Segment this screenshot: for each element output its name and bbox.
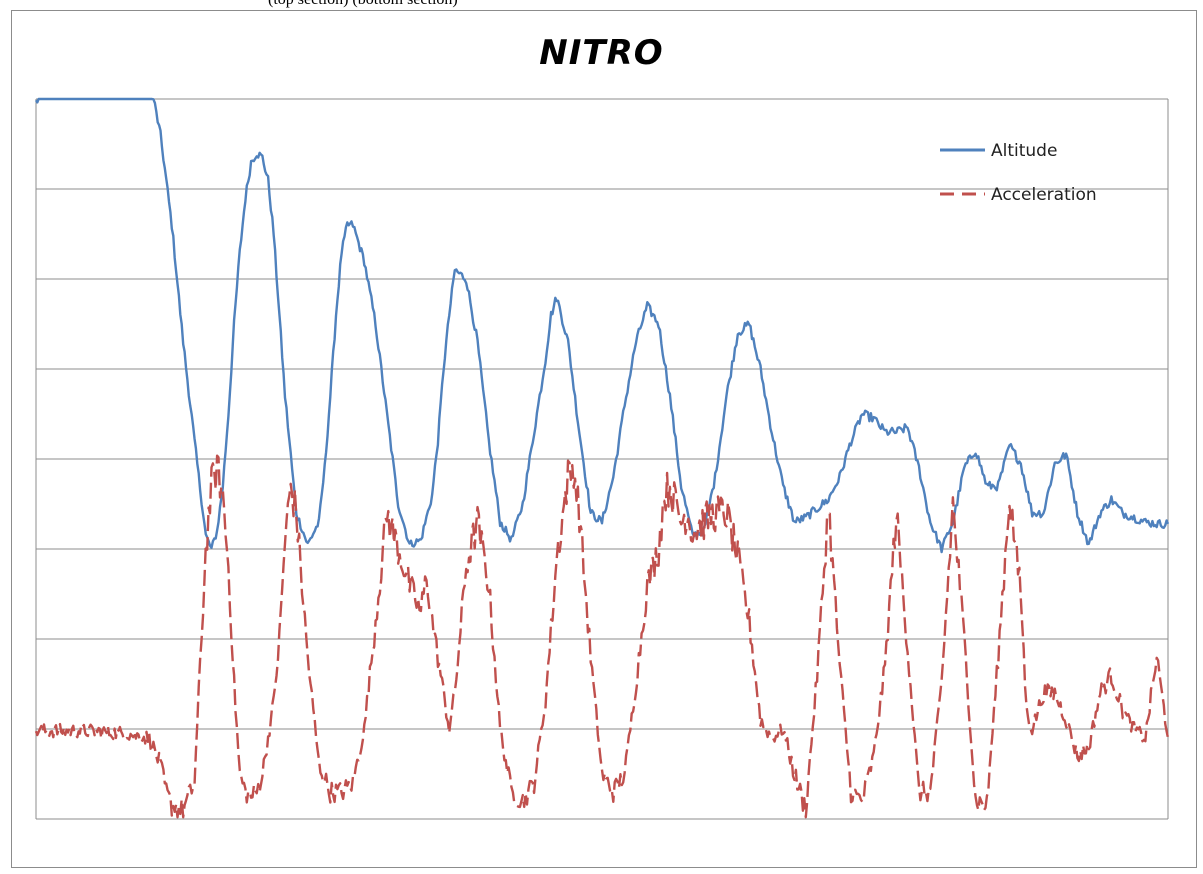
series-line-acceleration: [34, 454, 1170, 819]
legend-entry-altitude: Altitude: [940, 141, 1057, 161]
chart-frame: [11, 10, 1197, 868]
legend-label-acceleration: Acceleration: [991, 185, 1097, 205]
series-layer: [34, 97, 1170, 819]
gridlines: [36, 98, 1168, 820]
series-line-altitude: [34, 97, 1170, 554]
top-caption-fragment: (top section) (bottom section): [268, 0, 968, 9]
legend-entry-acceleration: Acceleration: [940, 185, 1097, 205]
legend: Altitude Acceleration: [940, 141, 1097, 205]
legend-label-altitude: Altitude: [991, 141, 1057, 161]
chart-title: NITRO: [539, 33, 664, 73]
